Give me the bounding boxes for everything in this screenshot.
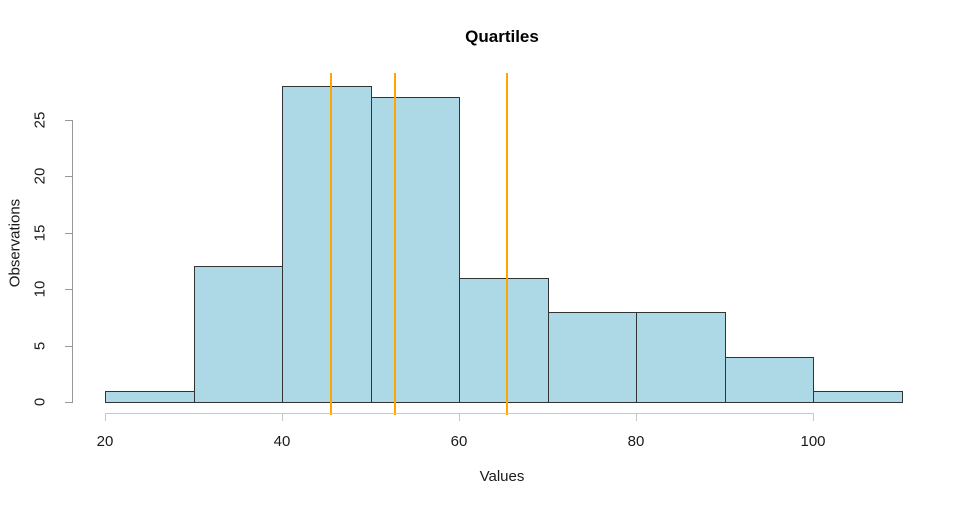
y-axis-tick-label: 5 <box>31 341 49 350</box>
y-axis-tick <box>65 345 72 347</box>
quartile-line <box>329 73 332 415</box>
y-axis-tick-label: 20 <box>31 167 49 185</box>
y-axis-tick <box>65 402 72 403</box>
x-axis-tick-label: 20 <box>96 433 114 450</box>
y-axis-tick <box>65 289 72 290</box>
x-axis-tick-label: 40 <box>273 433 291 450</box>
histogram-bar <box>459 277 549 403</box>
y-axis-tick <box>65 176 72 177</box>
y-axis-tick-label: 25 <box>31 111 49 128</box>
histogram-bar <box>636 311 726 403</box>
x-axis-tick <box>105 414 106 421</box>
quartile-line <box>394 73 397 415</box>
y-axis-line <box>72 119 73 403</box>
histogram-bar <box>547 311 637 403</box>
quartile-line <box>505 73 508 415</box>
y-axis-tick-label: 10 <box>31 280 49 298</box>
y-axis-title: Observations <box>6 198 24 288</box>
y-axis-tick-label: 0 <box>31 397 49 407</box>
x-axis-title: Values <box>479 468 525 485</box>
x-axis-tick-label: 60 <box>450 433 468 450</box>
histogram-bar <box>370 96 460 403</box>
histogram-bar <box>193 266 283 403</box>
histogram-bar <box>105 390 195 403</box>
x-axis-tick <box>813 414 814 421</box>
y-axis-tick <box>65 232 72 234</box>
x-axis-tick-label: 100 <box>800 433 826 450</box>
x-axis-tick <box>636 414 637 421</box>
x-axis-line <box>105 413 814 414</box>
histogram-bar <box>282 85 372 403</box>
x-axis-tick <box>459 414 460 421</box>
histogram-bar <box>724 356 814 403</box>
chart-title: Quartiles <box>465 27 539 46</box>
x-axis-tick-label: 80 <box>627 433 645 450</box>
y-axis-tick <box>65 119 72 121</box>
x-axis-tick <box>282 414 283 421</box>
y-axis-tick-label: 15 <box>31 224 49 241</box>
histogram-bar <box>813 390 903 403</box>
